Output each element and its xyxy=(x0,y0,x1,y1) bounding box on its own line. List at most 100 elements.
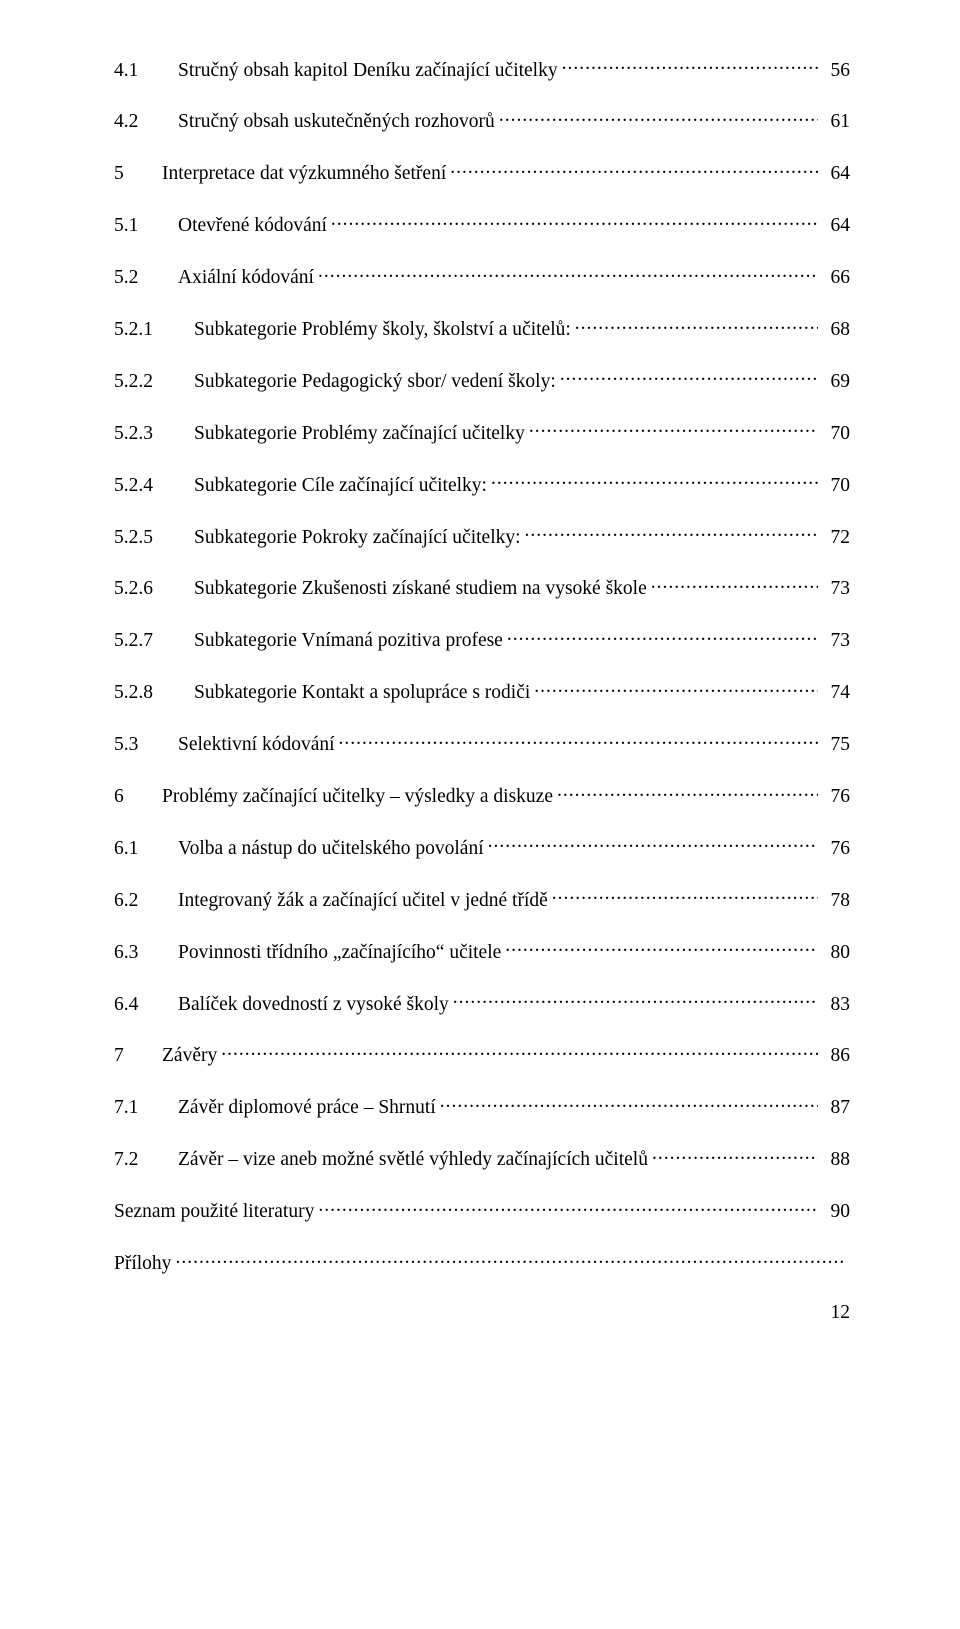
toc-leader xyxy=(453,990,818,1010)
toc-number: 5.2.8 xyxy=(114,681,194,704)
toc-page: 64 xyxy=(822,162,850,185)
toc-title: Subkategorie Kontakt a spolupráce s rodi… xyxy=(194,681,530,704)
toc-number: 4.2 xyxy=(114,110,178,133)
toc-page: 72 xyxy=(822,526,850,549)
toc-page: 69 xyxy=(822,370,850,393)
toc-line: 4.2Stručný obsah uskutečněných rozhovorů… xyxy=(114,108,850,134)
toc-line: 7.2Závěr – vize aneb možné světlé výhled… xyxy=(114,1146,850,1172)
toc-page: 80 xyxy=(822,941,850,964)
toc-title: Interpretace dat výzkumného šetření xyxy=(162,162,446,185)
toc-number: 5.2.3 xyxy=(114,422,194,445)
toc-title: Selektivní kódování xyxy=(178,733,335,756)
toc-line: 4.1Stručný obsah kapitol Deníku začínají… xyxy=(114,56,850,82)
toc-page: 90 xyxy=(822,1200,850,1223)
toc-number: 6 xyxy=(114,785,162,808)
toc-page: 73 xyxy=(822,577,850,600)
toc-title: Subkategorie Problémy školy, školství a … xyxy=(194,318,571,341)
toc-leader xyxy=(557,782,818,802)
toc-leader xyxy=(575,315,818,335)
page-number: 12 xyxy=(114,1301,850,1324)
toc-page: 87 xyxy=(822,1096,850,1119)
toc-page: 66 xyxy=(822,266,850,289)
toc-page: 74 xyxy=(822,681,850,704)
toc-leader xyxy=(499,108,818,128)
toc-line: 5.2.3Subkategorie Problémy začínající uč… xyxy=(114,419,850,445)
toc-title: Subkategorie Problémy začínající učitelk… xyxy=(194,422,525,445)
toc-title: Závěr – vize aneb možné světlé výhledy z… xyxy=(178,1148,648,1171)
toc-title: Přílohy xyxy=(114,1252,171,1275)
toc-number: 5.3 xyxy=(114,733,178,756)
toc-leader xyxy=(491,471,818,491)
toc-number: 5.2.2 xyxy=(114,370,194,393)
toc-title: Závěry xyxy=(162,1044,217,1067)
toc-line: 7Závěry86 xyxy=(114,1042,850,1068)
toc-number: 6.4 xyxy=(114,993,178,1016)
toc-number: 5.2.6 xyxy=(114,577,194,600)
toc-leader xyxy=(450,160,818,180)
toc-line: 5.2.4Subkategorie Cíle začínající učitel… xyxy=(114,471,850,497)
toc-line: 5.2.8Subkategorie Kontakt a spolupráce s… xyxy=(114,679,850,705)
toc-line: 5.2.6Subkategorie Zkušenosti získané stu… xyxy=(114,575,850,601)
toc-number: 5.2 xyxy=(114,266,178,289)
toc-line: 7.1Závěr diplomové práce – Shrnutí87 xyxy=(114,1094,850,1120)
toc-number: 6.2 xyxy=(114,889,178,912)
toc-page: 83 xyxy=(822,993,850,1016)
toc-title: Volba a nástup do učitelského povolání xyxy=(178,837,484,860)
toc-page: 73 xyxy=(822,629,850,652)
toc-title: Subkategorie Zkušenosti získané studiem … xyxy=(194,577,647,600)
toc-leader xyxy=(175,1249,846,1269)
toc-leader xyxy=(331,212,818,232)
toc-leader xyxy=(488,834,818,854)
toc-number: 5.2.5 xyxy=(114,526,194,549)
toc-line: 5.3Selektivní kódování 75 xyxy=(114,731,850,757)
toc-leader xyxy=(562,56,818,76)
toc-title: Subkategorie Cíle začínající učitelky: xyxy=(194,474,487,497)
toc-leader xyxy=(318,1198,818,1218)
table-of-contents: 4.1Stručný obsah kapitol Deníku začínají… xyxy=(114,56,850,1275)
toc-page: 70 xyxy=(822,422,850,445)
toc-number: 7 xyxy=(114,1044,162,1067)
toc-line: 6.3Povinnosti třídního „začínajícího“ uč… xyxy=(114,938,850,964)
toc-line: 6.1Volba a nástup do učitelského povolán… xyxy=(114,834,850,860)
toc-leader xyxy=(525,523,818,543)
toc-page: 56 xyxy=(822,59,850,82)
toc-title: Subkategorie Pedagogický sbor/ vedení šk… xyxy=(194,370,556,393)
toc-title: Seznam použité literatury xyxy=(114,1200,314,1223)
toc-line: Seznam použité literatury 90 xyxy=(114,1198,850,1224)
toc-number: 5.2.1 xyxy=(114,318,194,341)
toc-line: 6.4Balíček dovedností z vysoké školy 83 xyxy=(114,990,850,1016)
toc-title: Subkategorie Vnímaná pozitiva profese xyxy=(194,629,503,652)
toc-leader xyxy=(507,627,818,647)
page: 4.1Stručný obsah kapitol Deníku začínají… xyxy=(0,0,960,1629)
toc-line: 6.2Integrovaný žák a začínající učitel v… xyxy=(114,886,850,912)
toc-page: 76 xyxy=(822,785,850,808)
toc-leader xyxy=(529,419,818,439)
toc-leader xyxy=(560,367,818,387)
toc-title: Subkategorie Pokroky začínající učitelky… xyxy=(194,526,521,549)
toc-page: 68 xyxy=(822,318,850,341)
toc-number: 5 xyxy=(114,162,162,185)
toc-number: 6.3 xyxy=(114,941,178,964)
toc-leader xyxy=(534,679,818,699)
toc-title: Problémy začínající učitelky – výsledky … xyxy=(162,785,553,808)
toc-line: 5.2.1Subkategorie Problémy školy, školst… xyxy=(114,315,850,341)
toc-line: 5Interpretace dat výzkumného šetření 64 xyxy=(114,160,850,186)
toc-number: 6.1 xyxy=(114,837,178,860)
toc-number: 7.2 xyxy=(114,1148,178,1171)
toc-title: Stručný obsah kapitol Deníku začínající … xyxy=(178,59,558,82)
toc-page: 88 xyxy=(822,1148,850,1171)
toc-title: Balíček dovedností z vysoké školy xyxy=(178,993,449,1016)
toc-number: 5.2.7 xyxy=(114,629,194,652)
toc-page: 78 xyxy=(822,889,850,912)
toc-line: 6Problémy začínající učitelky – výsledky… xyxy=(114,782,850,808)
toc-page: 64 xyxy=(822,214,850,237)
toc-page: 75 xyxy=(822,733,850,756)
toc-page: 61 xyxy=(822,110,850,133)
toc-page: 70 xyxy=(822,474,850,497)
toc-leader xyxy=(505,938,818,958)
toc-leader xyxy=(221,1042,818,1062)
toc-line: 5.2.5Subkategorie Pokroky začínající uči… xyxy=(114,523,850,549)
toc-leader xyxy=(440,1094,818,1114)
toc-line: Přílohy xyxy=(114,1249,850,1275)
toc-line: 5.2.2Subkategorie Pedagogický sbor/ vede… xyxy=(114,367,850,393)
